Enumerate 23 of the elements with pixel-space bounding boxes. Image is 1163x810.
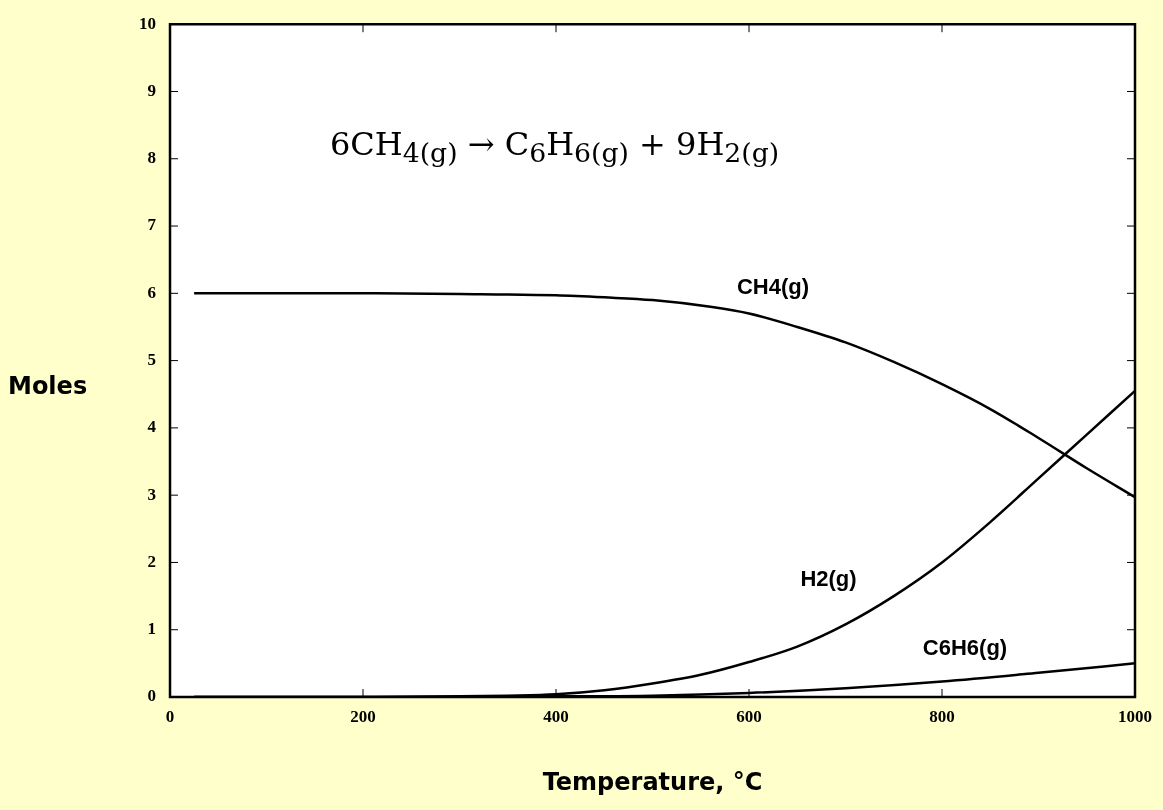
y-tick-label: 6 bbox=[147, 282, 156, 302]
y-tick-label: 0 bbox=[147, 686, 156, 706]
y-tick-label: 10 bbox=[139, 13, 156, 33]
x-axis-title: Temperature, °C bbox=[541, 768, 764, 796]
x-tick-label: 400 bbox=[543, 706, 569, 726]
y-tick-label: 8 bbox=[147, 148, 156, 168]
y-tick-label: 1 bbox=[147, 619, 156, 639]
y-tick-label: 5 bbox=[147, 349, 156, 369]
x-tick-label: 600 bbox=[736, 706, 762, 726]
y-axis-title: Moles bbox=[8, 372, 88, 400]
series-label: C6H6(g) bbox=[922, 634, 1008, 660]
y-tick-label: 4 bbox=[147, 417, 157, 437]
y-tick-label: 3 bbox=[147, 484, 156, 504]
annotation: 6CH$_{4(g)}$ → C$_{6}$H$_{6(g)}$ + 9H$_{2(g)}$ bbox=[330, 125, 780, 169]
x-tick-label: 800 bbox=[929, 706, 955, 726]
series-label: CH4(g) bbox=[736, 273, 810, 299]
x-tick-label: 1000 bbox=[1118, 706, 1152, 726]
x-tick-label: 0 bbox=[165, 706, 175, 726]
y-tick-label: 7 bbox=[147, 215, 157, 235]
series-label: H2(g) bbox=[800, 566, 857, 592]
x-tick-label: 200 bbox=[350, 706, 376, 726]
y-tick-label: 9 bbox=[147, 80, 156, 100]
y-tick-label: 2 bbox=[147, 551, 156, 571]
